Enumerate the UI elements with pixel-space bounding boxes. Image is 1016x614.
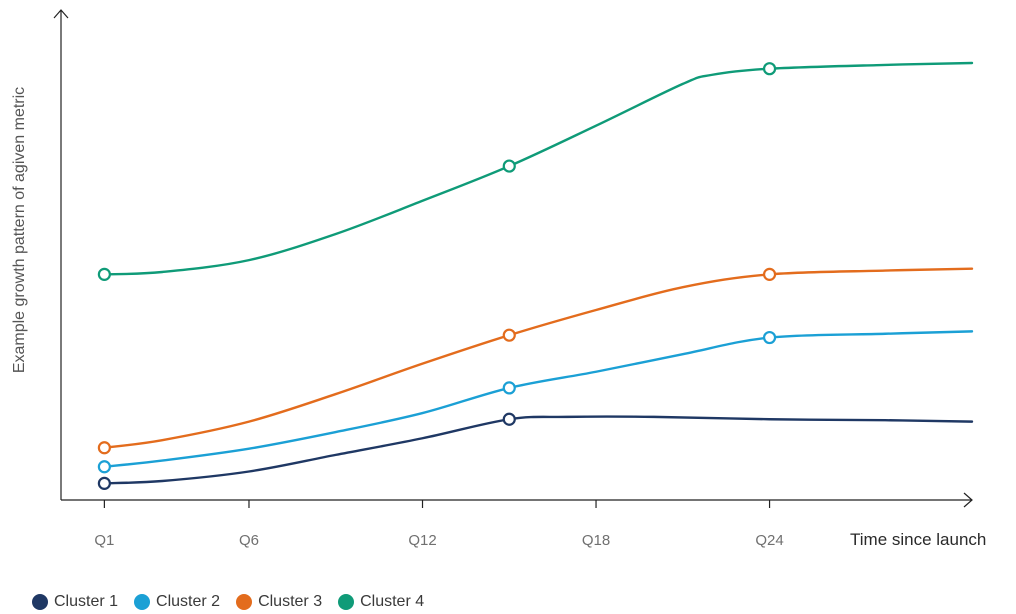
legend-label: Cluster 4 — [360, 593, 425, 610]
cluster-2-marker — [762, 330, 777, 345]
cluster-3-marker — [97, 441, 111, 455]
cluster-3-marker — [502, 328, 516, 342]
legend-item-cluster-4: Cluster 4 — [338, 593, 424, 611]
legend-swatch — [32, 594, 48, 610]
cluster-1-marker — [97, 476, 111, 490]
x-axis-arrowhead — [963, 492, 973, 508]
cluster-2-line — [103, 330, 974, 468]
legend-swatch — [236, 594, 253, 610]
series-markers — [97, 62, 777, 490]
legend-item-cluster-3: Cluster 3 — [236, 593, 322, 611]
legend-item-cluster-1: Cluster 1 — [32, 593, 118, 611]
x-tick-label: Q12 — [408, 532, 436, 549]
legend: Cluster 1 Cluster 2 Cluster 3 Cluster 4 — [32, 593, 424, 611]
cluster-4-line — [103, 61, 974, 276]
cluster-4-marker — [502, 159, 516, 173]
x-tick-label: Q18 — [582, 532, 610, 549]
y-axis-title: Example growth pattern of agiven metric — [11, 87, 28, 373]
x-tick-label: Q1 — [94, 532, 114, 549]
cluster-3-marker — [762, 267, 777, 281]
cluster-1-marker — [502, 412, 516, 426]
x-ticks: Q1 Q6 Q12 Q18 Q24 — [94, 500, 784, 549]
legend-label: Cluster 1 — [54, 593, 119, 610]
series-lines — [103, 61, 974, 485]
x-axis-title: Time since launch — [850, 530, 986, 549]
legend-item-cluster-2: Cluster 2 — [134, 593, 220, 611]
legend-label: Cluster 3 — [258, 593, 323, 610]
x-tick-label: Q24 — [755, 532, 783, 549]
cluster-2-marker — [502, 381, 516, 395]
legend-swatch — [134, 594, 151, 610]
y-axis-arrowhead — [53, 9, 69, 19]
cluster-4-marker — [97, 267, 111, 281]
legend-swatch — [338, 594, 355, 610]
x-tick-label: Q6 — [239, 532, 259, 549]
axes — [53, 9, 973, 508]
legend-label: Cluster 2 — [156, 593, 221, 610]
cluster-4-marker — [762, 62, 777, 76]
cluster-2-marker — [97, 460, 111, 474]
